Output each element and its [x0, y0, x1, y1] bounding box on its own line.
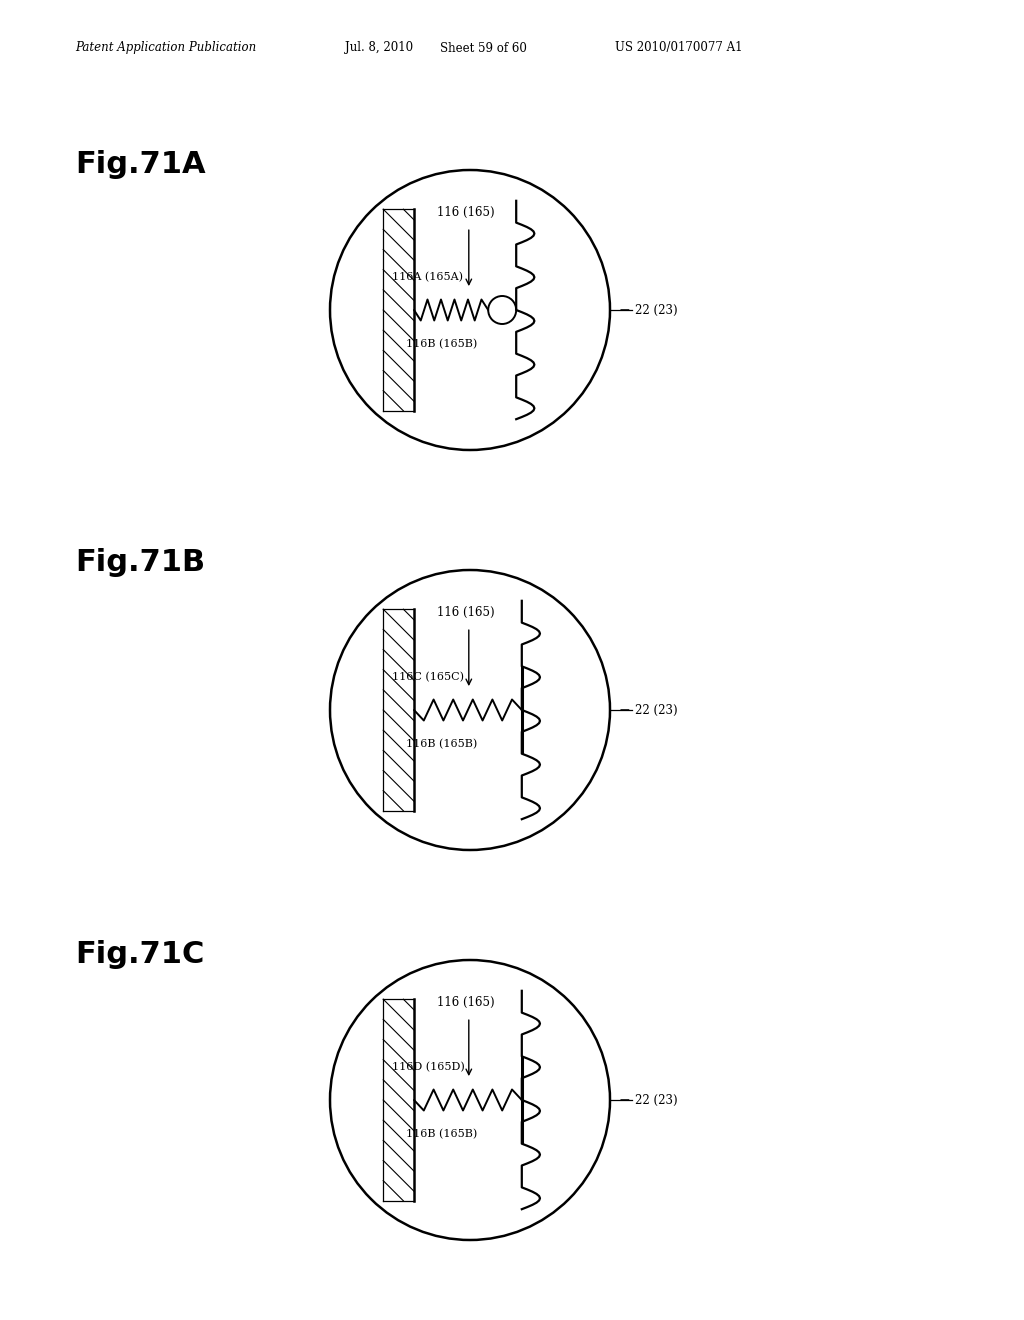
Text: Jul. 8, 2010: Jul. 8, 2010 — [345, 41, 413, 54]
Text: Fig.71C: Fig.71C — [75, 940, 205, 969]
Text: Sheet 59 of 60: Sheet 59 of 60 — [440, 41, 527, 54]
Text: Fig.71A: Fig.71A — [75, 150, 206, 180]
Text: Patent Application Publication: Patent Application Publication — [75, 41, 256, 54]
Text: 116 (165): 116 (165) — [437, 206, 495, 219]
Text: 116D (165D): 116D (165D) — [391, 1061, 464, 1072]
Text: 22 (23): 22 (23) — [635, 304, 678, 317]
Text: US 2010/0170077 A1: US 2010/0170077 A1 — [615, 41, 742, 54]
Text: Fig.71B: Fig.71B — [75, 548, 205, 577]
Text: 116B (165B): 116B (165B) — [407, 739, 477, 750]
Text: 116B (165B): 116B (165B) — [407, 339, 477, 350]
Text: 116 (165): 116 (165) — [437, 606, 495, 619]
Text: 116C (165C): 116C (165C) — [392, 672, 464, 682]
Text: —: — — [620, 1094, 629, 1104]
Text: 22 (23): 22 (23) — [635, 1093, 678, 1106]
Text: 116A (165A): 116A (165A) — [392, 272, 464, 282]
Text: —: — — [620, 704, 629, 714]
Text: 22 (23): 22 (23) — [635, 704, 678, 717]
Text: 116 (165): 116 (165) — [437, 997, 495, 1010]
Text: 116B (165B): 116B (165B) — [407, 1129, 477, 1139]
Text: —: — — [620, 304, 629, 314]
